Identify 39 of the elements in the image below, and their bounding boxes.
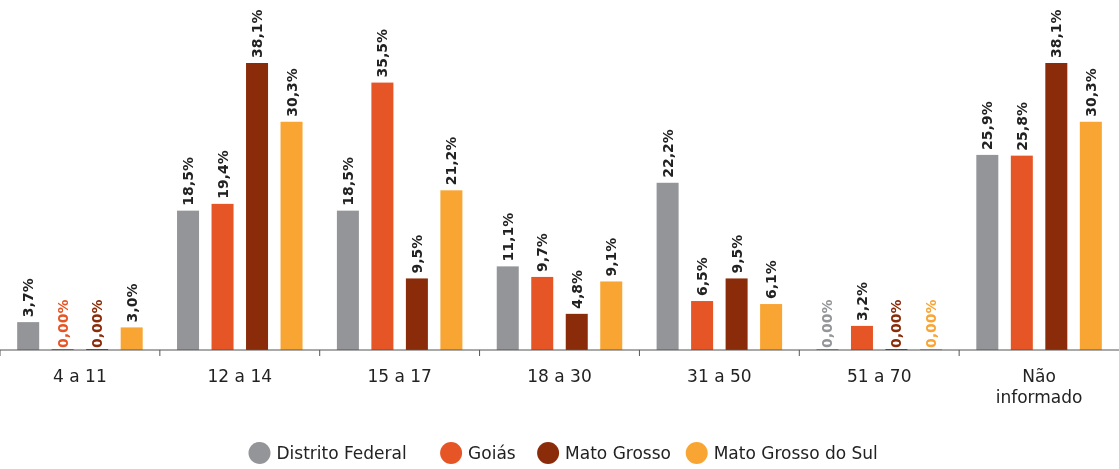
data-label: 22,2% <box>659 129 676 178</box>
data-label: 21,2% <box>443 136 460 186</box>
x-tick-label: 4 a 11 <box>53 366 107 386</box>
legend-label: Distrito Federal <box>276 443 407 463</box>
data-label: 9,1% <box>603 237 620 277</box>
data-label: 9,7% <box>534 233 551 272</box>
data-label: 0,00% <box>89 299 106 348</box>
data-label: 3,2% <box>853 282 870 321</box>
x-tick-label: 12 a 14 <box>207 366 273 386</box>
data-label: 9,5% <box>728 234 745 274</box>
data-label: 18,5% <box>180 157 197 206</box>
data-label: 0,00% <box>54 299 71 348</box>
data-label: 30,3% <box>283 68 300 117</box>
data-label: 18,5% <box>339 157 356 206</box>
x-tick-label: 51 a 70 <box>846 366 912 386</box>
data-label: 0,00% <box>888 299 905 348</box>
data-label: 25,8% <box>1013 102 1030 151</box>
data-label: 38,1% <box>1048 9 1065 58</box>
data-label: 35,5% <box>374 29 391 78</box>
data-label: 25,9% <box>979 101 996 150</box>
data-label: 19,4% <box>214 150 231 199</box>
legend-label: Mato Grosso do Sul <box>713 443 878 463</box>
data-label: 6,1% <box>763 260 780 300</box>
data-label: 9,5% <box>408 234 425 274</box>
x-tick-label: 18 a 30 <box>527 366 592 386</box>
data-label: 3,7% <box>20 278 37 318</box>
data-label: 6,5% <box>694 257 711 297</box>
legend-label: Mato Grosso <box>565 443 671 463</box>
x-tick-label: 31 a 50 <box>687 366 752 386</box>
data-label: 3,0% <box>123 283 140 323</box>
data-label: 30,3% <box>1082 68 1099 117</box>
x-tick-label: 15 a 17 <box>367 366 432 386</box>
data-label: 11,1% <box>499 212 516 262</box>
data-label: 4,8% <box>568 270 585 309</box>
data-label: 38,1% <box>249 9 266 58</box>
data-label: 0,00% <box>922 299 939 348</box>
legend-label: Goiás <box>468 443 516 463</box>
x-tick-label: Não informado <box>995 366 1083 407</box>
data-label: 0,00% <box>819 299 836 348</box>
